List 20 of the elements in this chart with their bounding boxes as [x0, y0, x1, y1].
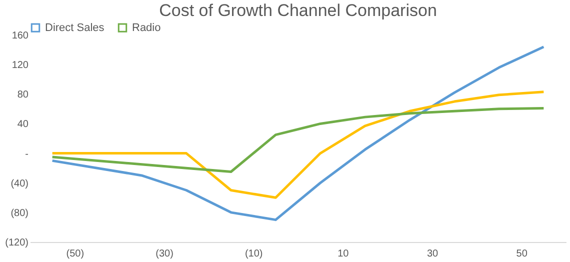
chart-title: Cost of Growth Channel Comparison — [159, 1, 437, 20]
y-tick-label: (40) — [10, 178, 28, 190]
y-tick-label: 160 — [12, 30, 29, 42]
y-tick-label: - — [25, 148, 28, 160]
legend-label: Direct Sales — [45, 22, 105, 34]
line-series — [51, 90, 545, 199]
y-tick-label: 120 — [12, 60, 29, 72]
x-tick-label: 30 — [426, 248, 438, 260]
x-tick-label: (30) — [156, 248, 174, 260]
legend-label: Radio — [132, 22, 161, 34]
y-tick-label: 40 — [17, 119, 29, 130]
x-tick-label: (50) — [66, 248, 84, 260]
y-tick-label: (120) — [5, 238, 28, 248]
x-tick-label: 10 — [338, 248, 350, 260]
x-tick-label: (10) — [244, 248, 263, 260]
y-tick-label: (80) — [10, 208, 28, 219]
x-tick-label: 50 — [516, 248, 528, 260]
line-series — [51, 106, 545, 174]
y-tick-label: 80 — [17, 90, 29, 101]
line-series — [51, 46, 545, 222]
